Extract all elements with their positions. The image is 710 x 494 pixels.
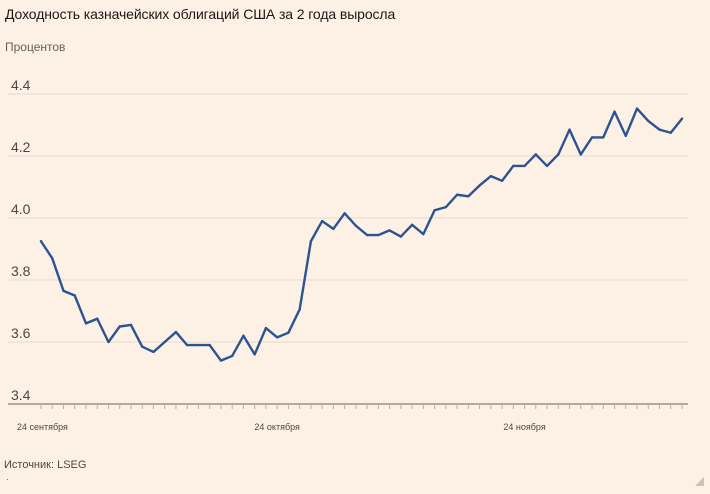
- y-tick-label: 4.0: [11, 201, 31, 217]
- y-tick-label: 3.8: [11, 263, 31, 279]
- data-point: [185, 343, 189, 347]
- data-point: [354, 224, 358, 227]
- data-point: [208, 343, 211, 347]
- data-point: [163, 340, 166, 344]
- data-point: [320, 219, 324, 223]
- data-point: [467, 195, 470, 198]
- resize-corner-icon: [695, 477, 704, 486]
- data-point: [512, 164, 515, 168]
- data-point: [287, 331, 290, 334]
- data-point: [658, 128, 661, 131]
- x-axis: 24 сентября 24 октября 24 ноября: [17, 404, 683, 432]
- data-point: [84, 322, 88, 325]
- footer-dot: ·: [6, 474, 9, 484]
- data-point: [107, 340, 110, 344]
- data-point: [174, 330, 178, 334]
- data-point: [534, 153, 538, 156]
- data-point: [118, 325, 121, 328]
- y-tick-label: 4.4: [11, 77, 31, 93]
- data-point: [39, 240, 43, 243]
- data-point: [647, 119, 650, 123]
- data-point: [444, 205, 448, 209]
- y-tick-label: 3.4: [11, 387, 31, 403]
- data-point: [433, 209, 436, 212]
- data-point: [590, 136, 594, 139]
- y-axis-label: Процентов: [5, 40, 66, 54]
- data-point: [332, 227, 335, 231]
- y-tick-labels: 4.4 4.2 4.0 3.8 3.6 3.4: [11, 77, 31, 403]
- data-point: [613, 110, 616, 113]
- data-point: [219, 359, 223, 362]
- data-point: [410, 223, 414, 227]
- series-line: [39, 107, 684, 362]
- data-point: [500, 179, 504, 182]
- data-point: [129, 323, 133, 327]
- data-point: [365, 233, 369, 237]
- data-point: [152, 350, 155, 354]
- x-tick-label: 24 сентября: [17, 422, 68, 432]
- data-point: [523, 164, 526, 168]
- data-point: [455, 193, 459, 196]
- data-point: [422, 232, 425, 236]
- x-tick-label: 24 октября: [254, 422, 300, 432]
- series-group: [39, 107, 684, 362]
- data-point: [264, 326, 268, 330]
- data-point: [478, 184, 481, 187]
- data-point: [242, 334, 245, 337]
- y-tick-label: 3.6: [11, 325, 31, 341]
- data-point: [635, 107, 639, 110]
- data-point: [602, 136, 605, 139]
- data-point: [343, 212, 346, 215]
- data-point: [275, 336, 279, 339]
- data-point: [377, 233, 380, 237]
- data-point: [197, 343, 200, 347]
- data-point: [680, 117, 684, 121]
- data-point: [669, 131, 672, 134]
- gridlines: [8, 93, 688, 405]
- data-point: [489, 174, 493, 178]
- data-point: [545, 164, 549, 168]
- y-tick-label: 4.2: [11, 139, 31, 155]
- x-tick-label: 24 ноября: [503, 422, 545, 432]
- data-point: [230, 354, 234, 358]
- source-note: Источник: LSEG: [4, 459, 87, 471]
- data-point: [568, 128, 571, 131]
- data-point: [624, 134, 627, 138]
- data-point: [557, 153, 560, 156]
- data-point: [579, 153, 582, 156]
- data-point: [253, 353, 256, 356]
- chart-title: Доходность казначейских облигаций США за…: [5, 6, 396, 22]
- data-point: [73, 294, 76, 297]
- data-point: [96, 317, 99, 320]
- data-point: [51, 257, 54, 260]
- data-point: [141, 345, 144, 348]
- data-point: [388, 229, 391, 232]
- data-point: [399, 235, 403, 238]
- data-point: [298, 308, 301, 311]
- data-point: [62, 289, 65, 293]
- data-point: [309, 240, 313, 243]
